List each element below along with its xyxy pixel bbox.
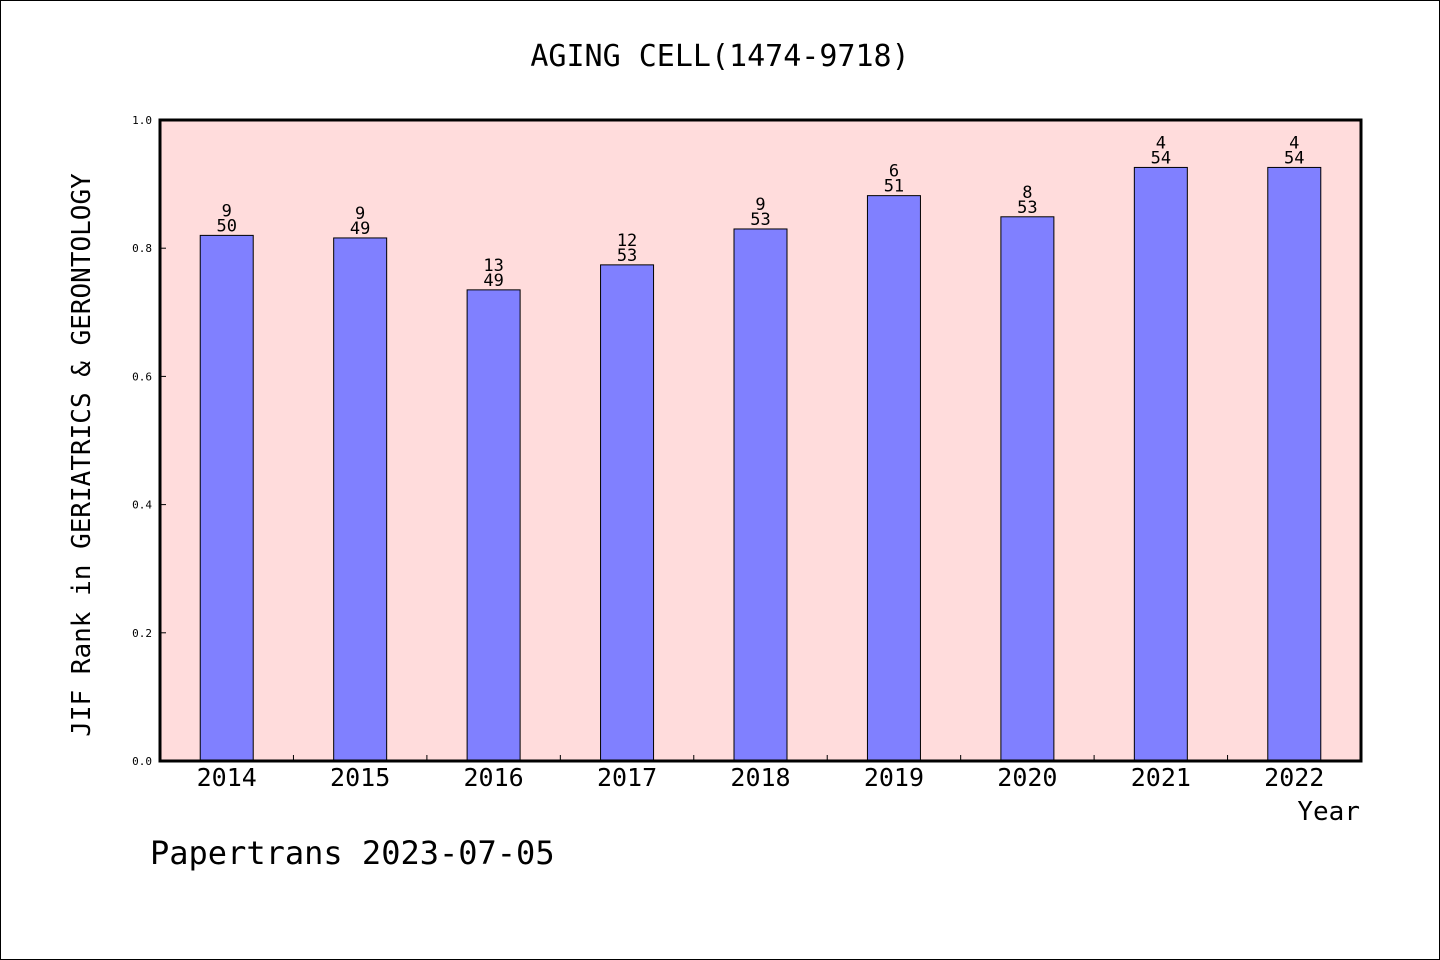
rank-label: 4 xyxy=(1289,133,1299,153)
x-tick-label: 2017 xyxy=(597,763,657,792)
bar-2020 xyxy=(1000,216,1055,762)
x-axis: 2014 2015 2016 2017 2018 2019 2020 2021 2022 xyxy=(197,755,1324,792)
bar-2016 xyxy=(466,289,521,762)
x-tick-label: 2020 xyxy=(997,763,1057,792)
total-label: 53 xyxy=(1017,198,1037,218)
rank-label: 4 xyxy=(1156,133,1166,153)
y-tick-label: 0.0 xyxy=(132,755,152,768)
x-tick-label: 2018 xyxy=(730,763,790,792)
rank-label: 9 xyxy=(222,201,232,221)
x-tick-label: 2014 xyxy=(197,763,257,792)
rank-label: 13 xyxy=(483,256,503,276)
y-tick-label: 0.6 xyxy=(132,370,152,383)
y-tick-label: 1.0 xyxy=(132,114,152,127)
x-tick-label: 2019 xyxy=(864,763,924,792)
total-label: 54 xyxy=(1151,148,1171,168)
total-label: 49 xyxy=(483,271,503,291)
y-tick-label: 0.4 xyxy=(132,499,152,512)
bar-2018 xyxy=(733,228,788,762)
bars-group xyxy=(199,166,1322,762)
x-axis-label: Year xyxy=(1297,797,1360,827)
chart-title: AGING CELL(1474-9718) xyxy=(530,39,909,74)
total-label: 49 xyxy=(350,219,370,239)
x-tick-label: 2016 xyxy=(464,763,524,792)
total-label: 53 xyxy=(750,210,770,230)
rank-label: 12 xyxy=(617,231,637,251)
footer-credit: Papertrans 2023-07-05 xyxy=(150,834,555,872)
y-tick-label: 0.8 xyxy=(132,242,152,255)
bar-2022 xyxy=(1267,166,1322,762)
plot-border xyxy=(158,118,1363,763)
total-label: 50 xyxy=(216,216,236,236)
x-tick-label: 2022 xyxy=(1264,763,1324,792)
total-label: 51 xyxy=(884,177,904,197)
bar-2014 xyxy=(199,234,254,762)
rank-label: 8 xyxy=(1022,183,1032,203)
bar-2021 xyxy=(1133,166,1188,762)
rank-label: 6 xyxy=(889,162,899,182)
x-tick-label: 2015 xyxy=(330,763,390,792)
total-label: 54 xyxy=(1284,148,1304,168)
bar-2019 xyxy=(866,195,921,762)
y-axis-label: JIF Rank in GERIATRICS & GERONTOLOGY xyxy=(67,173,97,737)
total-label: 53 xyxy=(617,246,637,266)
bar-2017 xyxy=(600,264,655,762)
bar-2015 xyxy=(333,237,388,762)
rank-label: 9 xyxy=(355,204,365,224)
y-tick-label: 0.2 xyxy=(132,627,152,640)
rank-label: 9 xyxy=(755,195,765,215)
x-tick-label: 2021 xyxy=(1131,763,1191,792)
